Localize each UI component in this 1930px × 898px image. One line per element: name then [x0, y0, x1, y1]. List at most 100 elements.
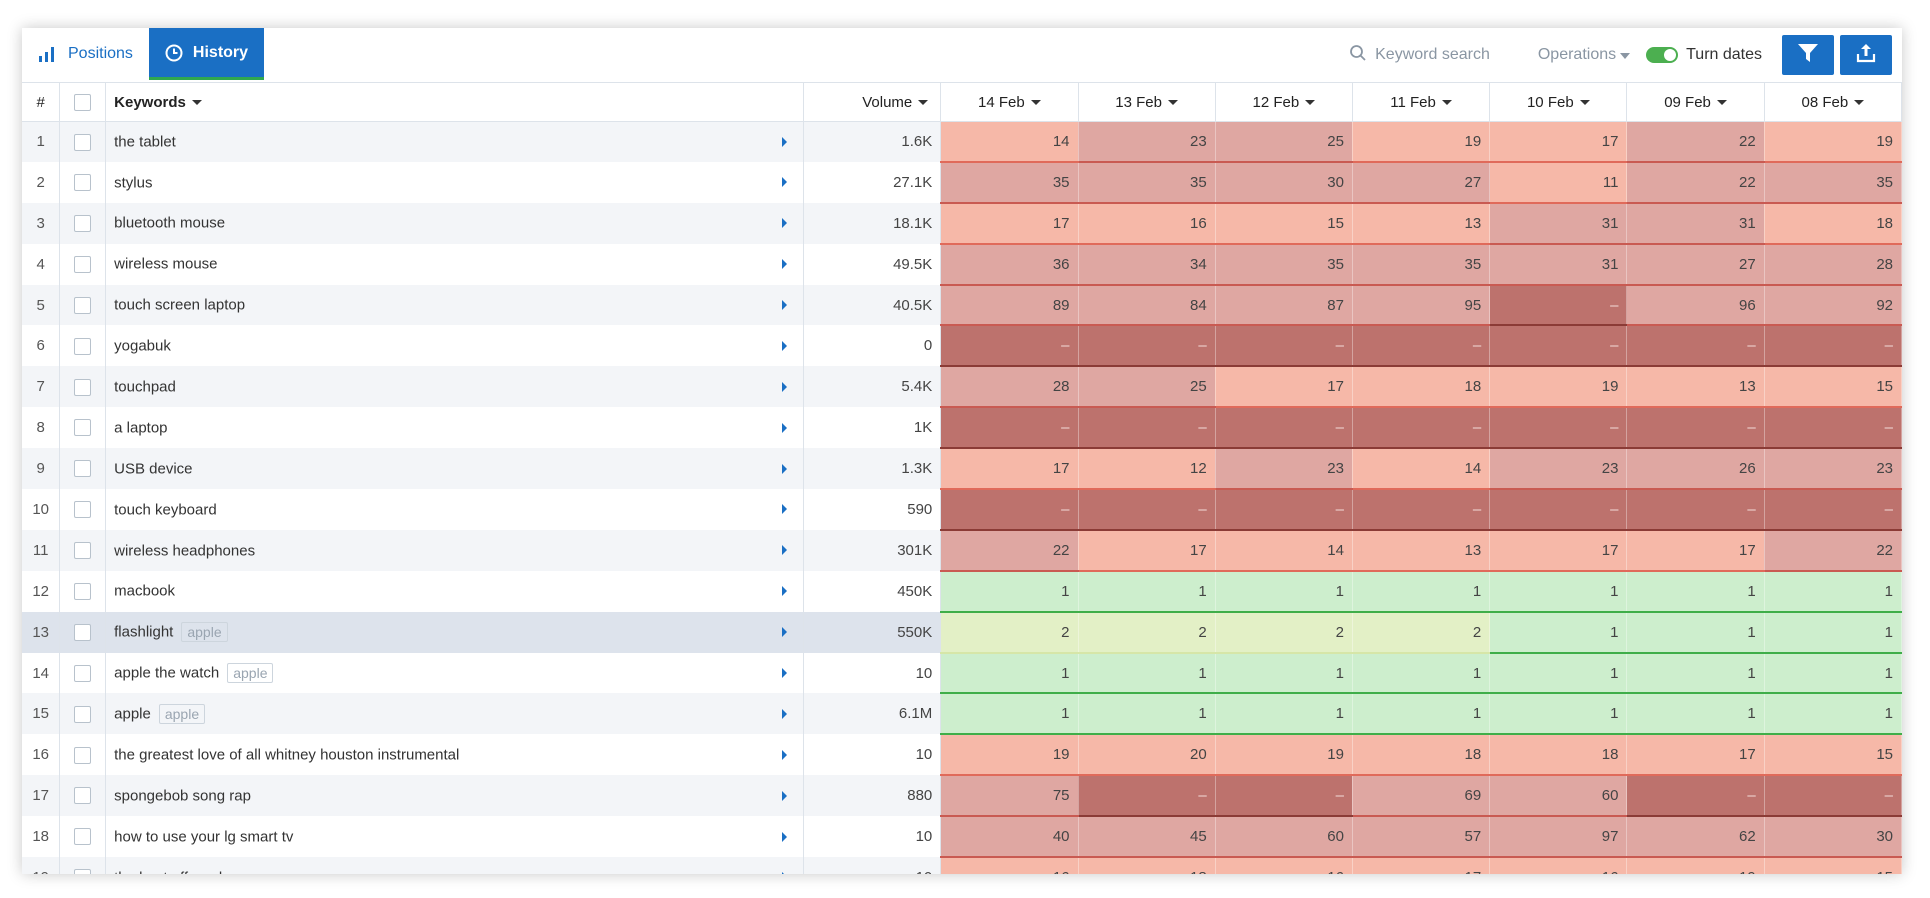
position-cell[interactable]: 35: [1078, 161, 1216, 204]
expand-arrow-icon[interactable]: [781, 422, 787, 433]
position-cell[interactable]: 25: [1215, 121, 1353, 163]
expand-arrow-icon[interactable]: [781, 136, 787, 147]
position-cell[interactable]: –: [1352, 407, 1491, 450]
position-cell[interactable]: 31: [1626, 202, 1765, 245]
expand-arrow-icon[interactable]: [781, 340, 787, 351]
position-cell[interactable]: 1: [1489, 570, 1628, 613]
table-row[interactable]: 7 touchpad 5.4K 28 25 17 18 19 13 15: [22, 366, 1902, 409]
row-checkbox[interactable]: [74, 828, 92, 846]
position-cell[interactable]: 1: [1078, 693, 1216, 736]
position-cell[interactable]: –: [1626, 775, 1765, 818]
position-cell[interactable]: 25: [1078, 366, 1216, 409]
toggle-switch[interactable]: [1646, 47, 1679, 63]
row-checkbox-cell[interactable]: [59, 570, 107, 612]
row-checkbox-cell[interactable]: [59, 366, 107, 408]
position-cell[interactable]: –: [1352, 325, 1491, 368]
keyword-cell[interactable]: the greatest love of all whitney houston…: [105, 734, 804, 776]
position-cell[interactable]: 57: [1352, 816, 1491, 859]
position-cell[interactable]: 1: [1626, 652, 1765, 695]
position-cell[interactable]: –: [1489, 325, 1628, 368]
position-cell[interactable]: –: [1626, 325, 1765, 368]
keyword-cell[interactable]: apple the watch apple: [105, 652, 804, 694]
position-cell[interactable]: –: [1078, 775, 1216, 818]
position-cell[interactable]: 31: [1489, 202, 1628, 245]
expand-arrow-icon[interactable]: [781, 872, 787, 874]
col-date-header[interactable]: 14 Feb: [940, 83, 1079, 122]
expand-arrow-icon[interactable]: [781, 708, 787, 719]
keyword-tag[interactable]: apple: [227, 663, 274, 684]
position-cell[interactable]: 14: [1215, 529, 1353, 572]
position-cell[interactable]: 1: [940, 693, 1079, 736]
position-cell[interactable]: 13: [1352, 202, 1491, 245]
position-cell[interactable]: 1: [1352, 570, 1491, 613]
row-checkbox-cell[interactable]: [59, 611, 107, 653]
position-cell[interactable]: 31: [1489, 243, 1628, 286]
keyword-cell[interactable]: yogabuk: [105, 325, 804, 367]
table-row[interactable]: 2 stylus 27.1K 35 35 30 27 11 22 35: [22, 161, 1902, 204]
position-cell[interactable]: 14: [940, 121, 1079, 163]
position-cell[interactable]: –: [1215, 407, 1353, 450]
position-cell[interactable]: 17: [940, 448, 1079, 491]
position-cell[interactable]: 1: [1764, 611, 1902, 654]
table-row[interactable]: 15 apple apple 6.1M 1 1 1 1 1 1 1: [22, 693, 1902, 736]
position-cell[interactable]: 1: [1764, 652, 1902, 695]
position-cell[interactable]: –: [1489, 489, 1628, 531]
position-cell[interactable]: 18: [1489, 734, 1628, 777]
position-cell[interactable]: 28: [940, 366, 1079, 409]
row-checkbox-cell[interactable]: [59, 121, 107, 162]
position-cell[interactable]: –: [1764, 775, 1902, 818]
row-checkbox[interactable]: [74, 583, 92, 600]
expand-arrow-icon[interactable]: [781, 831, 787, 842]
position-cell[interactable]: 18: [1764, 202, 1902, 245]
table-row[interactable]: 3 bluetooth mouse 18.1K 17 16 15 13 31 31 18: [22, 202, 1902, 245]
position-cell[interactable]: –: [1764, 325, 1902, 368]
position-cell[interactable]: 1: [1764, 570, 1902, 613]
position-cell[interactable]: 20: [1078, 734, 1216, 777]
expand-arrow-icon[interactable]: [781, 790, 787, 801]
position-cell[interactable]: 2: [1078, 611, 1216, 654]
row-checkbox[interactable]: [74, 705, 92, 723]
position-cell[interactable]: 27: [1352, 161, 1491, 204]
keyword-cell[interactable]: wireless headphones: [105, 529, 804, 571]
table-row[interactable]: 9 USB device 1.3K 17 12 23 14 23 26 23: [22, 448, 1902, 491]
position-cell[interactable]: 19: [1352, 121, 1491, 163]
row-checkbox[interactable]: [74, 542, 92, 560]
position-cell[interactable]: 17: [1215, 366, 1353, 409]
row-checkbox[interactable]: [74, 869, 92, 874]
keyword-cell[interactable]: a laptop: [105, 407, 804, 449]
row-checkbox-cell[interactable]: [59, 734, 107, 776]
row-checkbox[interactable]: [74, 337, 92, 355]
keyword-cell[interactable]: touchpad: [105, 366, 804, 408]
keyword-cell[interactable]: flashlight apple: [105, 611, 804, 653]
keyword-tag[interactable]: apple: [158, 703, 206, 724]
select-all-checkbox[interactable]: [74, 93, 92, 111]
position-cell[interactable]: 23: [1215, 448, 1353, 491]
position-cell[interactable]: 1: [1215, 652, 1353, 695]
col-volume-header[interactable]: Volume: [803, 83, 942, 122]
position-cell[interactable]: 22: [1764, 529, 1902, 572]
position-cell[interactable]: 1: [1626, 693, 1765, 736]
position-cell[interactable]: 30: [1764, 816, 1902, 859]
col-date-header[interactable]: 10 Feb: [1489, 83, 1628, 122]
position-cell[interactable]: 35: [1215, 243, 1353, 286]
position-cell[interactable]: 19: [940, 734, 1079, 777]
position-cell[interactable]: 17: [1352, 857, 1491, 874]
filter-button[interactable]: [1782, 35, 1834, 75]
keyword-cell[interactable]: apple apple: [105, 693, 804, 735]
col-date-header[interactable]: 13 Feb: [1078, 83, 1216, 122]
col-select-all[interactable]: [59, 83, 107, 122]
position-cell[interactable]: 17: [1489, 121, 1628, 163]
position-cell[interactable]: 17: [1626, 529, 1765, 572]
position-cell[interactable]: 16: [940, 857, 1079, 874]
row-checkbox-cell[interactable]: [59, 816, 107, 858]
tab-positions[interactable]: Positions: [22, 28, 149, 80]
row-checkbox[interactable]: [74, 460, 92, 478]
position-cell[interactable]: 2: [1215, 611, 1353, 654]
row-checkbox[interactable]: [74, 174, 92, 192]
keyword-cell[interactable]: the best off road games: [105, 857, 804, 874]
position-cell[interactable]: 23: [1489, 448, 1628, 491]
row-checkbox[interactable]: [74, 501, 92, 519]
expand-arrow-icon[interactable]: [781, 259, 787, 270]
expand-arrow-icon[interactable]: [781, 300, 787, 310]
position-cell[interactable]: 12: [1078, 448, 1216, 491]
